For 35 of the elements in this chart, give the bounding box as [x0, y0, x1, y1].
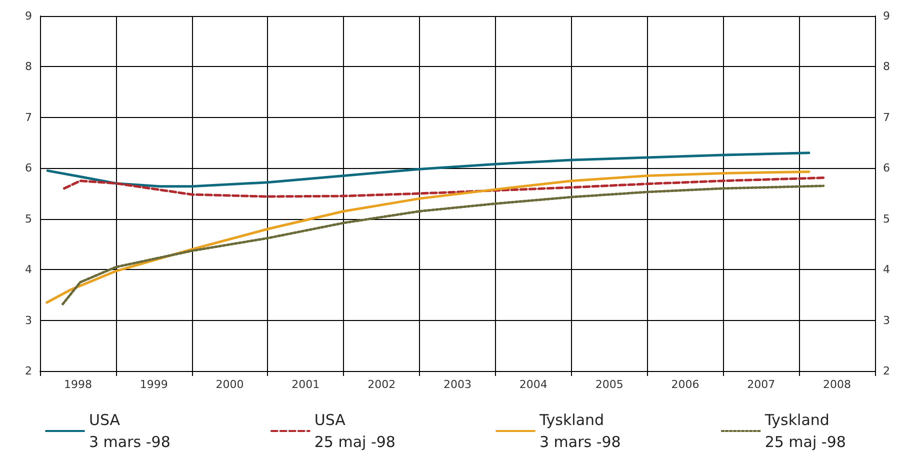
y2-tick-label: 3 — [883, 314, 890, 327]
y-tick-label: 3 — [25, 314, 32, 327]
y-tick-label: 2 — [25, 364, 32, 378]
y2-tick-label: 5 — [883, 212, 890, 226]
x-tick-label: 2006 — [671, 378, 700, 391]
legend-label: Tyskland 25 maj -98 — [764, 411, 846, 451]
x-tick-label: 1999 — [140, 378, 168, 391]
x-tick-label: 2004 — [519, 378, 548, 391]
x-tick-label: 2000 — [216, 378, 244, 391]
line-series — [46, 152, 810, 188]
x-tick-label: 2005 — [595, 378, 624, 391]
legend-label: USA 25 maj -98 — [314, 411, 396, 451]
x-tick-label: 2007 — [747, 378, 776, 391]
y-tick-label: 7 — [25, 110, 32, 124]
y2-tick-label: 8 — [883, 60, 890, 74]
line-series — [46, 170, 810, 304]
line-series — [63, 176, 825, 198]
y-tick-label: 6 — [25, 162, 32, 175]
x-tick-label: 2008 — [823, 378, 852, 391]
x-tick-label: 2001 — [292, 378, 320, 391]
y-tick-label: 4 — [25, 263, 32, 276]
y2-tick-label: 4 — [883, 263, 890, 276]
y2-tick-label: 2 — [883, 364, 890, 378]
x-tick-label: 2002 — [368, 378, 396, 391]
x-tick-label: 1998 — [64, 378, 92, 391]
y-tick-label: 8 — [25, 60, 32, 74]
y-tick-label: 9 — [25, 10, 32, 22]
legend-label: Tyskland 3 mars -98 — [538, 411, 621, 451]
y2-tick-label: 6 — [883, 162, 890, 175]
y2-tick-label: 7 — [883, 110, 890, 124]
y-tick-label: 5 — [25, 212, 32, 226]
line-series — [62, 184, 825, 306]
y2-tick-label: 9 — [883, 10, 890, 22]
legend-label: USA 3 mars -98 — [89, 411, 170, 451]
x-tick-label: 2003 — [444, 378, 472, 391]
